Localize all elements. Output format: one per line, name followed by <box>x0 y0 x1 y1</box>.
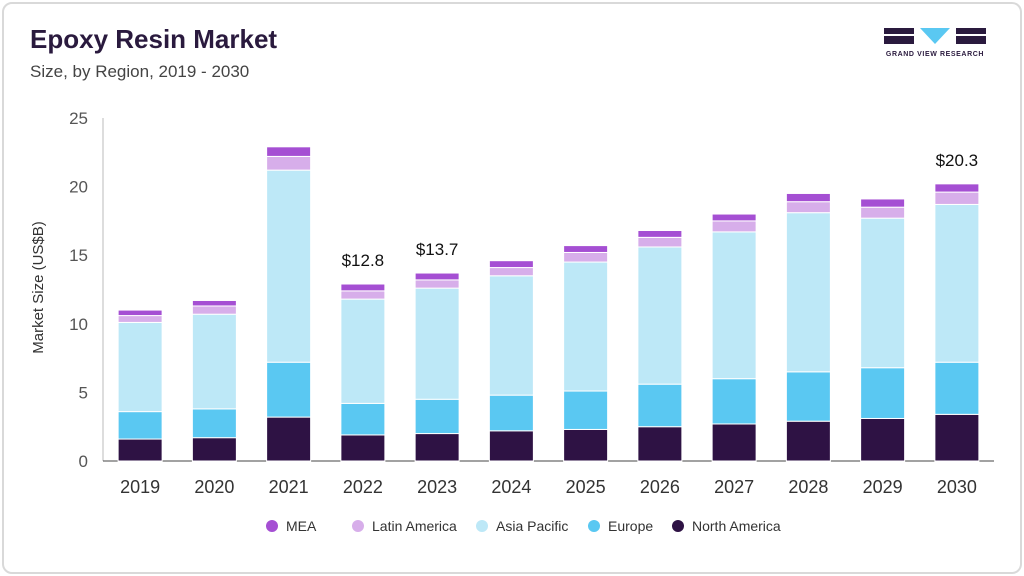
bar-north-america <box>711 423 757 462</box>
x-tick-label: 2026 <box>640 477 680 497</box>
data-label: $13.7 <box>416 240 459 259</box>
bar-europe <box>117 411 163 440</box>
bar-europe <box>266 361 312 418</box>
logo-text: GRAND VIEW RESEARCH <box>885 51 985 58</box>
bar-mea <box>414 272 460 281</box>
bar-latin-america <box>934 191 980 205</box>
bar-europe <box>711 378 757 425</box>
y-tick-label: 0 <box>79 452 88 471</box>
y-tick-label: 15 <box>69 246 88 265</box>
y-tick-label: 25 <box>69 109 88 128</box>
bar-mea <box>117 309 163 317</box>
bar-north-america <box>117 438 163 462</box>
bar-mea <box>266 146 312 157</box>
bar-europe <box>191 408 237 439</box>
y-tick-label: 5 <box>79 383 88 402</box>
bar-asia-pacific <box>711 231 757 380</box>
bar-mea <box>563 245 609 253</box>
bar-europe <box>414 398 460 435</box>
bar-europe <box>860 367 906 419</box>
x-tick-label: 2030 <box>937 477 977 497</box>
bar-asia-pacific <box>414 287 460 400</box>
bar-europe <box>340 402 386 436</box>
bar-mea <box>637 230 683 238</box>
x-tick-label: 2022 <box>343 477 383 497</box>
x-tick-label: 2029 <box>863 477 903 497</box>
bar-asia-pacific <box>340 298 386 404</box>
bar-latin-america <box>414 279 460 289</box>
bar-mea <box>860 198 906 208</box>
x-tick-label: 2024 <box>491 477 531 497</box>
data-label: $12.8 <box>342 251 385 270</box>
bar-latin-america <box>340 290 386 300</box>
bar-north-america <box>414 433 460 462</box>
legend-swatch-north-america <box>672 520 684 532</box>
legend-label-asia-pacific: Asia Pacific <box>496 518 568 534</box>
legend-label-mea: MEA <box>286 518 317 534</box>
bar-mea <box>488 260 534 269</box>
bar-north-america <box>860 417 906 462</box>
bar-latin-america <box>785 201 831 214</box>
bar-asia-pacific <box>637 246 683 385</box>
legend-swatch-europe <box>588 520 600 532</box>
bar-north-america <box>637 426 683 462</box>
x-tick-label: 2023 <box>417 477 457 497</box>
bar-asia-pacific <box>934 203 980 363</box>
bar-latin-america <box>637 236 683 248</box>
bar-europe <box>934 361 980 415</box>
legend-swatch-asia-pacific <box>476 520 488 532</box>
y-axis-label: Market Size (US$B) <box>30 221 47 354</box>
bar-europe <box>488 394 534 432</box>
bar-north-america <box>934 413 980 462</box>
bar-latin-america <box>860 206 906 219</box>
bar-europe <box>563 390 609 430</box>
bar-asia-pacific <box>563 261 609 392</box>
legend-swatch-mea <box>266 520 278 532</box>
bar-mea <box>785 192 831 203</box>
bar-asia-pacific <box>488 275 534 396</box>
x-tick-label: 2027 <box>714 477 754 497</box>
chart-subtitle: Size, by Region, 2019 - 2030 <box>30 62 250 81</box>
legend-label-europe: Europe <box>608 518 653 534</box>
x-tick-label: 2020 <box>194 477 234 497</box>
legend-label-north-america: North America <box>692 518 781 534</box>
bar-north-america <box>191 437 237 462</box>
y-tick-label: 20 <box>69 178 88 197</box>
bar-north-america <box>563 428 609 462</box>
bar-mea <box>934 183 980 193</box>
bar-latin-america <box>563 251 609 263</box>
data-label: $20.3 <box>936 151 979 170</box>
legend-label-latin-america: Latin America <box>372 518 457 534</box>
bar-asia-pacific <box>860 217 906 369</box>
bar-latin-america <box>191 305 237 315</box>
x-tick-label: 2021 <box>269 477 309 497</box>
bar-north-america <box>340 434 386 462</box>
x-tick-label: 2025 <box>566 477 606 497</box>
bar-north-america <box>785 420 831 462</box>
bar-asia-pacific <box>266 169 312 363</box>
bar-europe <box>785 371 831 422</box>
grand-view-research-logo-icon <box>884 28 986 44</box>
bar-north-america <box>266 416 312 462</box>
legend-swatch-latin-america <box>352 520 364 532</box>
bar-latin-america <box>117 315 163 323</box>
x-tick-label: 2019 <box>120 477 160 497</box>
bar-latin-america <box>488 267 534 277</box>
bar-mea <box>340 283 386 292</box>
chart-title: Epoxy Resin Market <box>30 24 278 54</box>
bar-asia-pacific <box>785 212 831 373</box>
bar-mea <box>711 213 757 222</box>
x-tick-label: 2028 <box>788 477 828 497</box>
bar-asia-pacific <box>117 321 163 413</box>
bar-latin-america <box>266 155 312 171</box>
bar-latin-america <box>711 220 757 233</box>
bar-north-america <box>488 430 534 462</box>
bar-mea <box>191 299 237 307</box>
bar-asia-pacific <box>191 313 237 410</box>
bar-europe <box>637 383 683 428</box>
y-tick-label: 10 <box>69 315 88 334</box>
